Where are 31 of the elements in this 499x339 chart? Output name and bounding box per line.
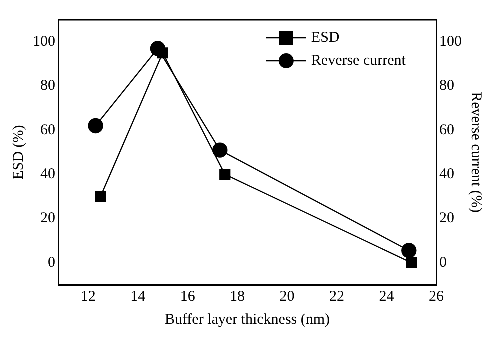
point bbox=[212, 142, 228, 158]
point bbox=[95, 191, 106, 202]
x-tick-label: 16 bbox=[180, 288, 196, 305]
x-tick-label: 18 bbox=[230, 288, 246, 305]
y-tick-label: 100 bbox=[33, 34, 56, 50]
x-tick-label: 14 bbox=[130, 288, 146, 305]
y-axis-title: ESD (%) bbox=[10, 125, 27, 180]
y2-tick-label: 40 bbox=[440, 166, 454, 183]
y-tick-label: 80 bbox=[40, 78, 56, 94]
y-tick-label: 60 bbox=[40, 122, 56, 138]
y-tick-label: 40 bbox=[40, 166, 56, 183]
legend-label: Reverse current bbox=[311, 52, 407, 69]
x-tick-label: 20 bbox=[280, 288, 295, 305]
x-tick-label: 26 bbox=[429, 288, 444, 305]
y-tick-label: 0 bbox=[48, 254, 56, 271]
y-tick-label: 20 bbox=[40, 210, 56, 227]
point bbox=[88, 118, 104, 134]
legend-label: ESD bbox=[311, 30, 340, 46]
y2-tick-label: 100 bbox=[440, 34, 462, 50]
point bbox=[406, 257, 418, 268]
y2-tick-label: 20 bbox=[440, 210, 454, 227]
x-tick-label: 24 bbox=[379, 288, 395, 305]
y2-tick-label: 60 bbox=[440, 122, 454, 138]
x-tick-label: 12 bbox=[80, 288, 96, 305]
point bbox=[402, 243, 417, 258]
y2-tick-label: 80 bbox=[440, 78, 454, 94]
y2-tick-label: 0 bbox=[440, 254, 447, 271]
x-axis-title: Buffer layer thickness (nm) bbox=[164, 312, 330, 328]
y2-axis-title: Reverse current (%) bbox=[468, 92, 484, 213]
point bbox=[220, 169, 231, 180]
x-tick-label: 22 bbox=[330, 288, 345, 305]
